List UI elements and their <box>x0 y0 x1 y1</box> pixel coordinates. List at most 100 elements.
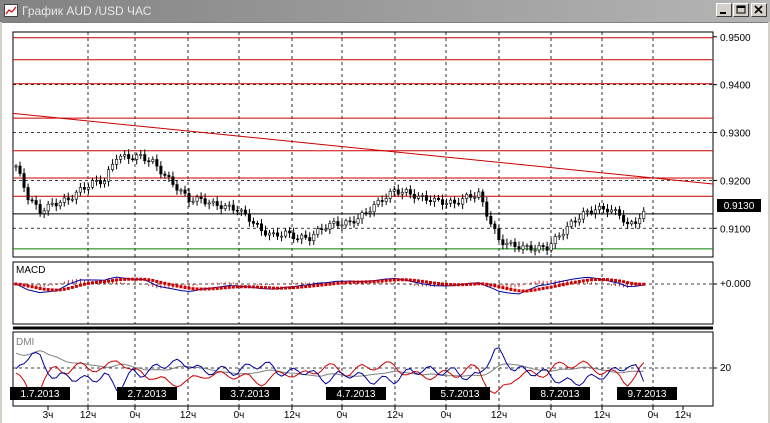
candle-body <box>187 193 191 202</box>
candle-body <box>441 199 445 205</box>
macd-signal-line <box>14 277 646 293</box>
candle-body <box>267 232 271 236</box>
macd-signal-point <box>372 280 376 284</box>
macd-signal-point <box>577 280 581 284</box>
candle-body <box>227 204 231 207</box>
macd-signal-point <box>99 280 102 284</box>
macd-signal-point <box>263 286 267 290</box>
macd-signal-point <box>159 280 163 284</box>
price-axis-label: 0.9500 <box>720 33 751 44</box>
candle-body <box>259 223 263 232</box>
candle-body <box>497 228 501 240</box>
candle-body <box>243 209 247 215</box>
macd-signal-point <box>324 283 328 287</box>
candle-body <box>38 204 42 214</box>
macd-signal-point <box>199 287 203 291</box>
candle-body <box>626 221 630 225</box>
maximize-button[interactable] <box>733 3 749 17</box>
candle-body <box>46 203 50 212</box>
candle-body <box>131 158 135 161</box>
macd-signal-point <box>630 281 634 285</box>
candle-body <box>453 199 457 204</box>
macd-signal-point <box>404 278 408 282</box>
candle-body <box>509 241 513 244</box>
candle-body <box>581 211 585 220</box>
candle-body <box>223 205 227 209</box>
candle-body <box>557 235 561 238</box>
macd-signal-point <box>557 283 561 287</box>
macd-signal-point <box>497 285 501 289</box>
macd-signal-point <box>86 281 90 285</box>
maximize-icon <box>736 5 746 14</box>
macd-signal-point <box>545 286 549 290</box>
candle-body <box>521 245 525 250</box>
candle-body <box>614 209 618 211</box>
date-badge <box>530 387 590 400</box>
candle-body <box>601 205 605 210</box>
macd-signal-point <box>485 282 489 286</box>
macd-signal-point <box>533 288 537 292</box>
candle-body <box>537 245 541 251</box>
candle-body <box>573 220 577 223</box>
candle-body <box>159 165 163 175</box>
macd-signal-point <box>312 284 316 288</box>
macd-signal-point <box>453 283 457 287</box>
macd-signal-point <box>525 289 529 293</box>
macd-signal-point <box>634 282 638 286</box>
candle-body <box>469 194 473 198</box>
close-button[interactable] <box>751 3 767 17</box>
hour-label: 12ч <box>491 410 507 421</box>
macd-signal-point <box>268 286 271 290</box>
macd-signal-point <box>537 287 541 291</box>
candle-body <box>90 180 94 188</box>
macd-signal-point <box>513 288 517 292</box>
macd-signal-point <box>465 282 469 286</box>
macd-signal-point <box>22 283 26 287</box>
candle-body <box>42 210 46 214</box>
macd-signal-point <box>259 285 263 289</box>
hour-label: 12ч <box>675 410 691 421</box>
macd-signal-point <box>473 282 477 286</box>
macd-signal-point <box>569 281 573 285</box>
candle-body <box>577 218 581 223</box>
candle-body <box>428 200 432 202</box>
macd-signal-point <box>50 288 54 292</box>
price-axis-label: 0.9200 <box>720 176 751 187</box>
current-price-label: 0.9130 <box>724 201 755 212</box>
candle-body <box>593 209 597 214</box>
macd-signal-point <box>62 287 66 291</box>
candle-body <box>62 197 66 203</box>
candle-body <box>501 239 505 246</box>
candle-body <box>630 221 634 225</box>
candle-body <box>58 202 62 207</box>
candle-body <box>320 228 324 230</box>
candle-body <box>356 218 360 224</box>
macd-signal-point <box>18 282 22 286</box>
candle-body <box>82 187 86 190</box>
macd-signal-point <box>94 280 98 284</box>
candle-body <box>541 245 545 248</box>
candle-body <box>589 210 593 214</box>
macd-signal-point <box>139 277 143 281</box>
minimize-button[interactable] <box>716 3 732 17</box>
hour-label: 12ч <box>387 410 403 421</box>
macd-signal-point <box>155 279 159 283</box>
candle-body <box>284 230 288 237</box>
macd-signal-point <box>561 283 565 287</box>
chart-canvas[interactable]: 0.9500 0.9400 0.9300 0.9200 0.9100 0.9130 MA… <box>2 23 768 423</box>
macd-signal-point <box>549 285 553 289</box>
candle-body <box>545 246 549 251</box>
candle-body <box>251 221 255 224</box>
candle-body <box>94 180 98 182</box>
candle-body <box>400 192 404 195</box>
macd-signal-point <box>127 277 131 281</box>
candle-body <box>235 209 239 212</box>
macd-signal-point <box>412 278 416 282</box>
macd-signal-point <box>163 281 167 285</box>
candle-body <box>308 237 312 242</box>
candle-body <box>215 201 219 206</box>
macd-signal-point <box>183 286 187 290</box>
date-badge-label: 2.7.2013 <box>128 389 167 400</box>
candle-body <box>22 173 26 188</box>
macd-signal-point <box>622 280 626 284</box>
